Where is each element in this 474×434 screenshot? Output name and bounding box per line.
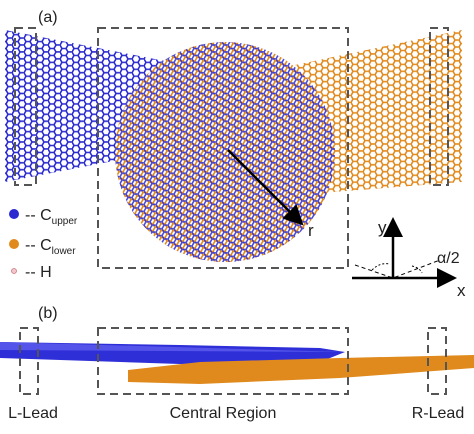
legend-subscript: upper xyxy=(52,216,78,227)
legend-marker xyxy=(9,239,19,249)
central-box xyxy=(97,27,349,269)
radius-label: r xyxy=(308,221,314,240)
lower-ribbon xyxy=(295,30,462,195)
panel-label: (b) xyxy=(38,305,58,322)
angle-lines xyxy=(354,259,441,279)
x-axis-label: x xyxy=(457,281,466,300)
legend-text: -- C xyxy=(25,237,52,254)
right-lead-box xyxy=(427,327,447,395)
right-lead-box xyxy=(429,27,449,186)
radius-arrow xyxy=(227,149,304,226)
central-box xyxy=(97,327,349,395)
legend-label: -- Clower xyxy=(25,237,76,257)
left-lead-box xyxy=(19,327,39,395)
panel-label: (a) xyxy=(38,9,58,26)
legend-label: -- H xyxy=(25,264,52,281)
region-label: L-Lead xyxy=(8,405,58,422)
twisted-disk-upper xyxy=(115,42,335,262)
legend-text: -- C xyxy=(25,207,52,224)
region-label: Central Region xyxy=(170,405,277,422)
legend-subscript: lower xyxy=(52,246,77,257)
left-lead-box xyxy=(14,27,37,186)
lower-layer-side xyxy=(128,355,474,384)
upper-layer-top xyxy=(0,342,345,352)
legend-marker xyxy=(11,268,17,274)
legend-marker xyxy=(9,209,19,219)
legend-label: -- Cupper xyxy=(25,207,78,227)
angle-arcs xyxy=(371,263,423,274)
angle-label: α/2 xyxy=(437,250,460,267)
region-label: R-Lead xyxy=(412,405,464,422)
y-axis-label: y xyxy=(378,218,387,237)
